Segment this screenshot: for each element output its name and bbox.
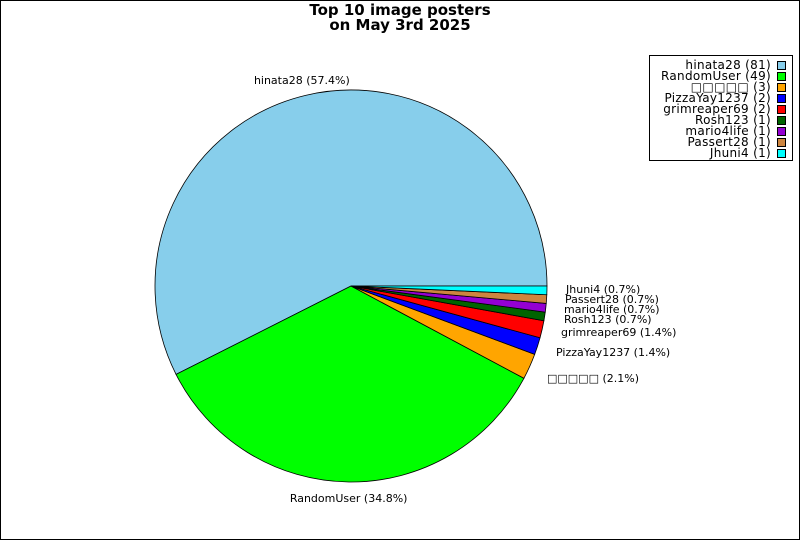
chart-title: Top 10 image posters on May 3rd 2025 (1, 3, 799, 33)
legend-item-pizzayay1237: PizzaYay1237 (2) (650, 91, 792, 105)
legend-label: PizzaYay1237 (2) (664, 91, 771, 105)
legend-label: Passert28 (1) (687, 135, 771, 149)
pie-slice-randomuser (175, 285, 525, 483)
legend-swatch (777, 127, 786, 136)
pie-slice-hinata28 (154, 89, 548, 375)
pie-slice-jhuni4 (350, 285, 548, 296)
chart-title-line-2: on May 3rd 2025 (329, 16, 471, 34)
slice-label-pizzayay1237: PizzaYay1237 (1.4%) (556, 346, 670, 359)
legend: hinata28 (81) RandomUser (49) □□□□□ (3) … (649, 55, 793, 161)
legend-item-rosh123: Rosh123 (1) (650, 113, 792, 127)
legend-label: RandomUser (49) (661, 69, 771, 83)
legend-label: mario4life (1) (685, 124, 771, 138)
slice-label-unnamed: □□□□□ (2.1%) (547, 372, 639, 385)
slice-label-passert28: Passert28 (0.7%) (565, 293, 659, 306)
legend-label: □□□□□ (3) (690, 80, 771, 94)
legend-item-mario4life: mario4life (1) (650, 124, 792, 138)
slice-label-grimreaper69: grimreaper69 (1.4%) (561, 326, 676, 339)
slice-label-jhuni4: Jhuni4 (0.7%) (565, 283, 640, 296)
legend-label: hinata28 (81) (685, 58, 771, 72)
legend-swatch (777, 72, 786, 81)
legend-swatch (777, 149, 786, 158)
slice-label-mario4life: mario4life (0.7%) (564, 303, 660, 316)
legend-swatch (777, 61, 786, 70)
legend-swatch (777, 105, 786, 114)
chart-title-line-1: Top 10 image posters (309, 1, 491, 19)
legend-item-unnamed: □□□□□ (3) (650, 80, 792, 94)
legend-swatch (777, 83, 786, 92)
slice-label-rosh123: Rosh123 (0.7%) (564, 313, 652, 326)
legend-item-hinata28: hinata28 (81) (650, 58, 792, 72)
legend-label: Jhuni4 (1) (709, 146, 771, 160)
legend-item-grimreaper69: grimreaper69 (2) (650, 102, 792, 116)
legend-swatch (777, 116, 786, 125)
legend-label: Rosh123 (1) (694, 113, 771, 127)
legend-label: grimreaper69 (2) (663, 102, 771, 116)
slice-label-randomuser: RandomUser (34.8%) (290, 492, 408, 505)
slice-label-hinata28: hinata28 (57.4%) (254, 74, 350, 87)
legend-swatch (777, 138, 786, 147)
legend-item-jhuni4: Jhuni4 (1) (650, 146, 792, 160)
legend-swatch (777, 94, 786, 103)
legend-item-randomuser: RandomUser (49) (650, 69, 792, 83)
legend-item-passert28: Passert28 (1) (650, 135, 792, 149)
